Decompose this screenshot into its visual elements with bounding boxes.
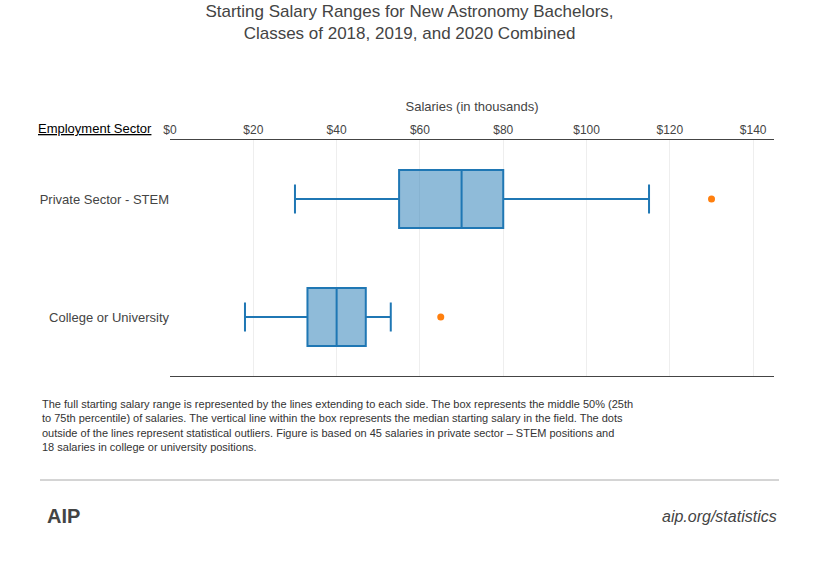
- svg-text:College or University: College or University: [49, 310, 169, 325]
- svg-text:The full starting salary range: The full starting salary range is repres…: [42, 398, 633, 453]
- svg-text:$40: $40: [327, 123, 347, 137]
- svg-text:$100: $100: [573, 123, 600, 137]
- svg-text:Starting Salary Ranges for New: Starting Salary Ranges for New Astronomy…: [205, 2, 613, 43]
- svg-text:$60: $60: [410, 123, 430, 137]
- svg-text:$20: $20: [243, 123, 263, 137]
- svg-text:$0: $0: [163, 123, 177, 137]
- svg-text:Salaries (in thousands): Salaries (in thousands): [406, 99, 539, 114]
- svg-text:$80: $80: [493, 123, 513, 137]
- svg-text:aip.org/statistics: aip.org/statistics: [662, 508, 777, 525]
- svg-text:$120: $120: [657, 123, 684, 137]
- svg-text:Employment Sector: Employment Sector: [38, 121, 152, 136]
- svg-text:AIP: AIP: [47, 505, 80, 527]
- svg-text:$140: $140: [740, 123, 767, 137]
- svg-text:Private Sector - STEM: Private Sector - STEM: [40, 192, 169, 207]
